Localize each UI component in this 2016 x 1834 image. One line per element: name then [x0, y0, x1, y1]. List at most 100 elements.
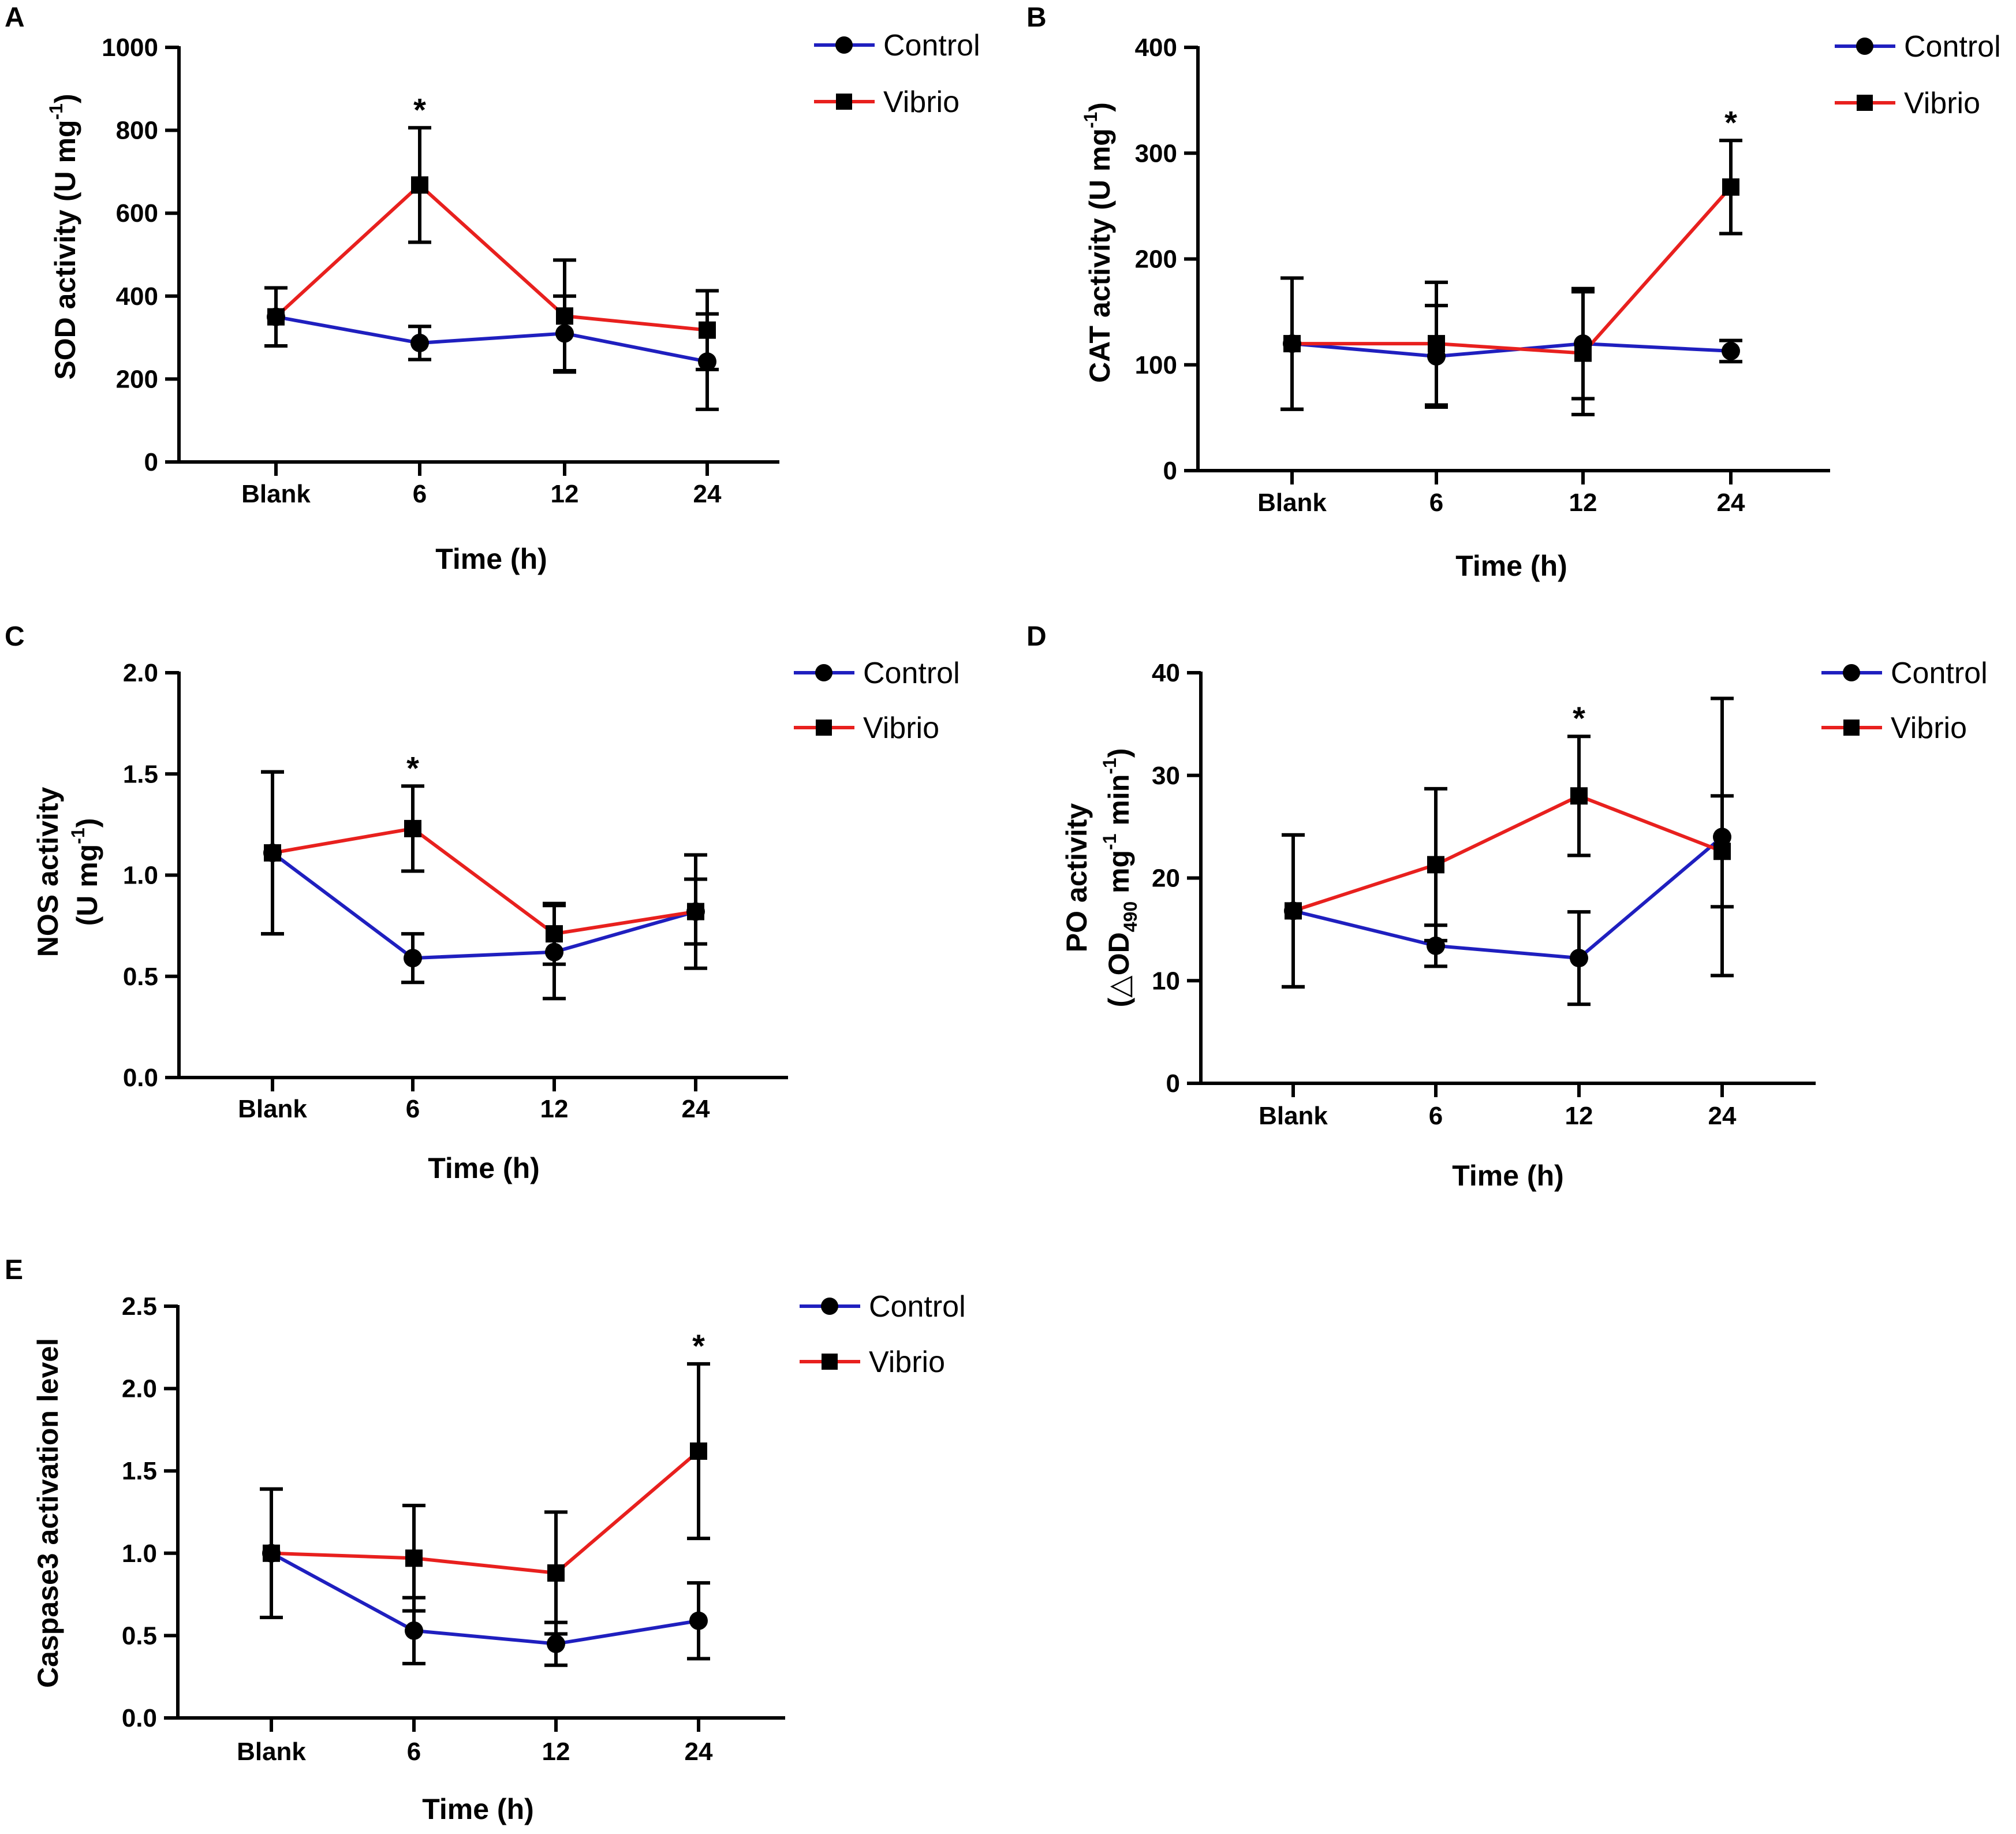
x-tick-label: 24	[693, 480, 722, 508]
data-point-vibrio	[1713, 843, 1731, 860]
x-axis-title: Time (h)	[1455, 550, 1567, 582]
significance-star: *	[1724, 104, 1737, 140]
y-tick-label: 2.5	[122, 1292, 157, 1321]
y-tick-label: 0.0	[122, 1704, 157, 1732]
legend-entry-vibrio: Vibrio	[1835, 87, 1980, 120]
data-point-control	[689, 1611, 708, 1630]
panel-e: E Caspase3 activation level Time (h) 0.0…	[5, 1255, 966, 1825]
data-point-vibrio	[556, 307, 573, 325]
panel-label-e: E	[5, 1255, 23, 1285]
data-point-vibrio	[1722, 178, 1739, 196]
y-tick-label: 20	[1152, 864, 1180, 893]
data-point-vibrio	[1428, 335, 1445, 353]
data-point-vibrio	[405, 1549, 423, 1567]
x-axis-title: Time (h)	[435, 543, 547, 575]
legend-entry-vibrio: Vibrio	[1821, 711, 1967, 745]
y-axis-title-line1: PO activity	[1061, 803, 1093, 953]
x-axis-title: Time (h)	[422, 1793, 534, 1825]
data-point-vibrio	[1283, 335, 1301, 353]
series-line-vibrio	[274, 182, 708, 332]
data-point-vibrio	[1574, 344, 1592, 362]
y-tick-label: 0	[144, 448, 158, 476]
legend-entry-control: Control	[800, 1290, 966, 1324]
x-tick-label: 24	[685, 1738, 713, 1766]
data-point-control	[545, 942, 563, 961]
y-tick-label: 1.0	[122, 1539, 157, 1568]
data-point-vibrio	[547, 1564, 565, 1582]
series-line-control	[270, 1552, 699, 1646]
significance-star: *	[413, 91, 426, 128]
data-point-control	[1713, 827, 1731, 847]
data-point-control	[405, 1621, 423, 1640]
y-tick-label: 2.0	[122, 1375, 157, 1403]
legend-label: Control	[1891, 657, 1988, 690]
y-tick-label: 400	[1135, 33, 1177, 62]
legend-label: Control	[869, 1290, 966, 1324]
x-tick-label: 6	[413, 480, 427, 508]
panel-a: A SOD activity (U mg-1) Time (h) 0 200 400…	[5, 2, 980, 575]
y-tick-label: 600	[116, 199, 158, 228]
data-point-vibrio	[699, 321, 716, 339]
y-tick-label: 2.0	[123, 659, 158, 687]
y-tick-label: 0.5	[122, 1621, 157, 1650]
y-axis-title-line2: (U mg-1)	[68, 818, 103, 926]
significance-star: *	[406, 750, 419, 786]
series-line-vibrio	[272, 826, 696, 936]
x-tick-label: Blank	[241, 480, 311, 508]
data-point-vibrio	[404, 819, 421, 837]
x-tick-label: Blank	[1257, 489, 1327, 517]
legend-marker-square	[836, 94, 852, 110]
y-axis-title: SOD activity (U mg-1)	[46, 94, 81, 379]
y-tick-label: 800	[116, 117, 158, 145]
x-axis-title: Time (h)	[1452, 1160, 1564, 1192]
data-point-control	[547, 1634, 565, 1653]
x-tick-label: 12	[1569, 489, 1597, 517]
data-point-vibrio	[690, 1442, 707, 1460]
legend-marker-circle	[1843, 664, 1860, 681]
x-tick-label: 24	[1717, 489, 1745, 517]
series-line-vibrio	[271, 1449, 700, 1575]
data-point-control	[410, 333, 429, 352]
legend-entry-control: Control	[814, 29, 980, 62]
significance-star: *	[1573, 700, 1585, 736]
legend-label: Vibrio	[869, 1345, 945, 1379]
data-point-control	[1427, 936, 1445, 955]
data-point-control	[1722, 341, 1740, 360]
legend-entry-control: Control	[1835, 30, 2001, 64]
data-point-control	[404, 949, 422, 968]
y-tick-label: 0	[1166, 1069, 1180, 1098]
x-tick-label: 6	[1429, 489, 1443, 517]
data-point-vibrio	[263, 1544, 280, 1562]
y-tick-label: 30	[1152, 762, 1180, 790]
y-axis-title-line1: NOS activity	[32, 787, 64, 957]
y-tick-label: 1000	[102, 33, 158, 62]
y-tick-label: 1.5	[123, 760, 158, 788]
y-tick-label: 200	[116, 365, 158, 393]
panel-label-a: A	[5, 2, 25, 33]
y-tick-label: 1.5	[122, 1457, 157, 1485]
panel-b: B CAT activity (U mg-1) Time (h) 0 100 200…	[1026, 2, 2001, 582]
y-tick-label: 0.5	[123, 963, 158, 991]
data-point-control	[555, 324, 574, 343]
data-point-control	[698, 352, 716, 371]
data-point-vibrio	[546, 925, 563, 943]
x-tick-label: 12	[542, 1738, 570, 1766]
x-tick-label: Blank	[237, 1738, 306, 1766]
y-axis-title: Caspase3 activation level	[32, 1338, 64, 1688]
panel-label-b: B	[1026, 2, 1047, 33]
legend-marker-square	[822, 1354, 838, 1370]
x-tick-label: 6	[1429, 1102, 1443, 1130]
panel-label-d: D	[1026, 621, 1047, 652]
legend-label: Vibrio	[883, 85, 960, 119]
y-axis-title-line2: (△OD490 mg-1 min-1)	[1099, 748, 1141, 1008]
legend-marker-square	[1843, 720, 1860, 736]
data-point-vibrio	[1570, 787, 1588, 805]
legend-label: Control	[1904, 30, 2001, 64]
panel-label-c: C	[5, 621, 25, 652]
legend-label: Vibrio	[863, 711, 939, 745]
x-axis-title: Time (h)	[428, 1152, 540, 1184]
legend-label: Vibrio	[1891, 711, 1967, 745]
legend-marker-square	[816, 720, 832, 736]
y-axis-title: CAT activity (U mg-1)	[1080, 102, 1116, 383]
legend-label: Vibrio	[1904, 87, 1980, 120]
